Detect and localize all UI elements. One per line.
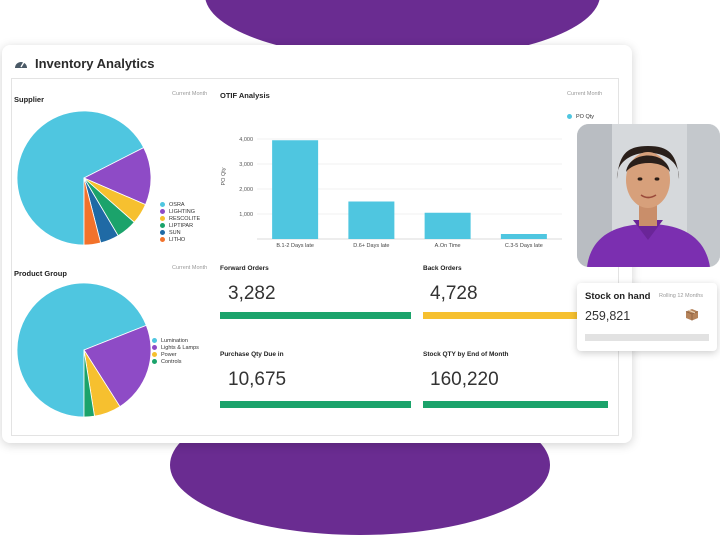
legend-item: LIGHTING [160,208,200,215]
pie-slice [83,147,152,206]
y-tick-label: 4,000 [239,137,253,143]
legend-swatch [160,237,165,242]
supplier-title: Supplier [14,95,45,104]
page-title: Inventory Analytics [35,56,155,71]
supplier-pie-chart [16,110,152,246]
legend-label: Lumination [161,337,188,344]
product-group-pie-chart [16,282,152,418]
legend-item: Lumination [152,337,199,344]
legend-swatch [152,345,157,350]
legend-swatch [160,223,165,228]
legend-swatch [152,338,157,343]
card-header: Inventory Analytics [14,56,154,71]
stock-on-hand-card: Stock on hand Rolling 12 Months 259,821 [577,283,717,351]
legend-item: Lights & Lamps [152,344,199,351]
y-tick-label: 2,000 [239,187,253,193]
person-illustration [577,124,720,267]
y-tick-label: 3,000 [239,162,253,168]
stock-on-hand-bar [585,334,709,341]
x-tick-label: B.1-2 Days late [276,243,314,249]
pie-slice [83,349,95,418]
legend-label: LIPTIPAR [169,222,194,229]
legend-label: RESCOLITE [169,215,201,222]
back-orders-value: 4,728 [430,283,478,304]
legend-item: LIPTIPAR [160,222,200,229]
gauge-icon [15,61,27,68]
pie-slice [83,177,102,246]
y-axis-label: PO Qty [221,167,227,185]
forward-orders-value: 3,282 [228,283,276,304]
forward-orders-label: Forward Orders [220,265,269,272]
legend-label: Controls [161,358,182,365]
back-orders-bar [423,312,618,319]
stock-qty-value: 160,220 [430,369,499,390]
otif-legend: PO Qty [567,113,594,120]
inventory-analytics-card: Inventory Analytics Supplier Current Mon… [2,45,632,443]
legend-label: OSRA [169,201,185,208]
product-group-period: Current Month [172,265,208,271]
stock-on-hand-title: Stock on hand [585,291,651,302]
stock-on-hand-period: Rolling 12 Months [659,293,704,299]
supplier-legend: OSRA LIGHTING RESCOLITE LIPTIPAR SUN LITHO [160,201,200,243]
legend-label: PO Qty [576,113,595,120]
legend-label: LITHO [169,236,186,243]
legend-swatch [160,209,165,214]
bar [500,234,547,239]
purchase-qty-bar [220,401,411,408]
legend-swatch [152,352,157,357]
bar [348,201,395,239]
y-tick-label: 1,000 [239,212,253,218]
supplier-period: Current Month [172,91,208,97]
legend-swatch [567,114,572,119]
pie-slice [16,282,147,418]
box-icon [685,309,699,321]
pie-slice [83,324,152,408]
legend-item: LITHO [160,236,200,243]
back-orders-label: Back Orders [423,265,462,272]
dashboard-grid: Supplier Current Month OSRA LIGHTING RESCO… [11,78,619,436]
bar [272,140,319,239]
legend-item: OSRA [160,201,200,208]
otif-title: OTIF Analysis [220,91,270,100]
legend-swatch [160,202,165,207]
x-tick-label: C.3-5 Days late [505,243,543,249]
stock-on-hand-value: 259,821 [585,309,631,323]
legend-label: Power [161,351,177,358]
otif-period: Current Month [567,91,603,97]
x-tick-label: D.6+ Days late [353,243,389,249]
product-group-title: Product Group [14,269,67,278]
forward-orders-bar [220,312,411,319]
legend-item: Controls [152,358,199,365]
pie-slice [16,110,145,246]
stock-qty-label: Stock QTY by End of Month [423,351,509,358]
legend-label: LIGHTING [169,208,195,215]
purchase-qty-value: 10,675 [228,369,287,390]
bar [424,212,471,239]
legend-swatch [152,359,157,364]
x-tick-label: A.On Time [435,243,461,249]
employee-photo [577,124,720,267]
legend-label: SUN [169,229,181,236]
product-group-legend: Lumination Lights & Lamps Power Controls [152,337,199,365]
legend-label: Lights & Lamps [161,344,199,351]
legend-item: Power [152,351,199,358]
legend-swatch [160,216,165,221]
purchase-qty-label: Purchase Qty Due in [220,351,284,358]
legend-item: SUN [160,229,200,236]
legend-swatch [160,230,165,235]
otif-bar-chart: 1,000 2,000 3,000 4,000 PO Qty B.1-2 Days lat… [221,137,562,249]
stock-qty-bar [423,401,608,408]
legend-item: RESCOLITE [160,215,200,222]
